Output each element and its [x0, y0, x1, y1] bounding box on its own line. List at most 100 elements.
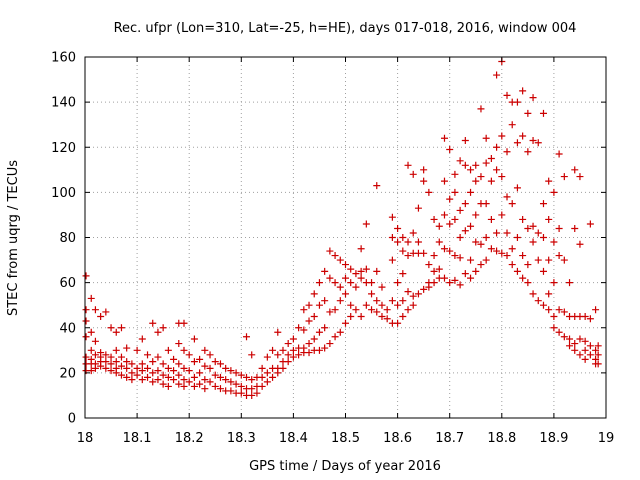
data-point: [149, 358, 157, 366]
data-point: [258, 364, 266, 372]
data-point: [97, 312, 105, 320]
data-point: [133, 371, 141, 379]
data-point: [493, 143, 501, 151]
data-point: [170, 367, 178, 375]
data-point: [472, 211, 480, 219]
data-point: [138, 335, 146, 343]
data-point: [128, 376, 136, 384]
data-point: [420, 177, 428, 185]
data-point: [347, 312, 355, 320]
data-point: [342, 274, 349, 282]
data-point: [206, 364, 214, 372]
data-point: [300, 306, 308, 314]
x-tick-label: 18.1: [123, 431, 152, 446]
data-point: [539, 109, 547, 117]
data-point: [331, 306, 339, 314]
y-tick-label: 160: [51, 51, 76, 66]
data-point: [289, 335, 297, 343]
data-point: [461, 136, 469, 144]
data-point: [581, 346, 589, 354]
data-point: [269, 373, 277, 381]
x-tick-label: 18.2: [175, 431, 204, 446]
data-point: [342, 319, 349, 327]
data-point: [107, 324, 115, 332]
data-point: [524, 148, 532, 156]
data-point: [440, 177, 448, 185]
data-point: [222, 376, 230, 384]
data-point: [534, 229, 542, 237]
data-point: [269, 346, 277, 354]
data-point: [133, 364, 141, 372]
data-point: [211, 358, 219, 366]
data-point: [440, 274, 448, 282]
data-point: [274, 369, 282, 377]
data-point: [524, 109, 532, 117]
data-point: [185, 351, 193, 359]
data-point: [216, 385, 224, 393]
data-point: [170, 355, 178, 363]
data-point: [315, 279, 323, 287]
data-point: [529, 136, 537, 144]
data-point: [138, 367, 146, 375]
data-point: [529, 290, 537, 298]
data-point: [477, 240, 485, 248]
data-point: [107, 367, 115, 375]
data-point: [508, 200, 516, 208]
data-point: [326, 274, 334, 282]
data-point: [357, 274, 365, 282]
data-point: [107, 360, 115, 368]
data-point: [175, 371, 183, 379]
data-point: [82, 306, 90, 314]
data-point: [451, 252, 459, 260]
data-point: [102, 364, 110, 372]
data-point: [498, 249, 506, 257]
data-point: [430, 279, 438, 287]
data-point: [82, 317, 90, 325]
data-point: [529, 238, 537, 246]
data-point: [446, 146, 454, 154]
x-tick-label: 18.8: [487, 431, 516, 446]
data-point: [201, 362, 209, 370]
data-point: [211, 371, 219, 379]
y-tick-label: 20: [59, 366, 76, 381]
data-point: [310, 312, 318, 320]
data-point: [446, 195, 454, 203]
data-point: [159, 371, 167, 379]
data-point: [310, 335, 318, 343]
data-point: [373, 308, 381, 316]
data-point: [451, 276, 459, 284]
data-point: [539, 200, 547, 208]
data-point: [175, 340, 183, 348]
data-point: [107, 353, 115, 361]
data-point: [222, 364, 230, 372]
data-point: [440, 211, 448, 219]
data-point: [461, 270, 469, 278]
data-point: [581, 337, 589, 345]
data-point: [112, 328, 120, 336]
data-point: [87, 346, 95, 354]
data-point: [295, 351, 303, 359]
data-point: [248, 351, 256, 359]
data-point: [164, 346, 172, 354]
data-point: [399, 247, 407, 255]
data-point: [513, 139, 521, 147]
data-point: [571, 340, 579, 348]
data-point: [347, 265, 355, 273]
data-point: [581, 355, 589, 363]
data-point: [581, 312, 589, 320]
data-point: [586, 351, 594, 359]
y-tick-label: 120: [51, 141, 76, 156]
data-point: [524, 279, 532, 287]
data-point: [300, 326, 308, 334]
data-point: [331, 279, 339, 287]
data-point: [321, 297, 329, 305]
data-point: [513, 267, 521, 275]
data-point: [534, 297, 542, 305]
data-point: [368, 306, 376, 314]
data-point: [253, 389, 261, 397]
data-point: [498, 173, 506, 181]
data-point: [154, 367, 162, 375]
data-point: [284, 340, 292, 348]
data-point: [248, 376, 256, 384]
data-point: [154, 328, 162, 336]
